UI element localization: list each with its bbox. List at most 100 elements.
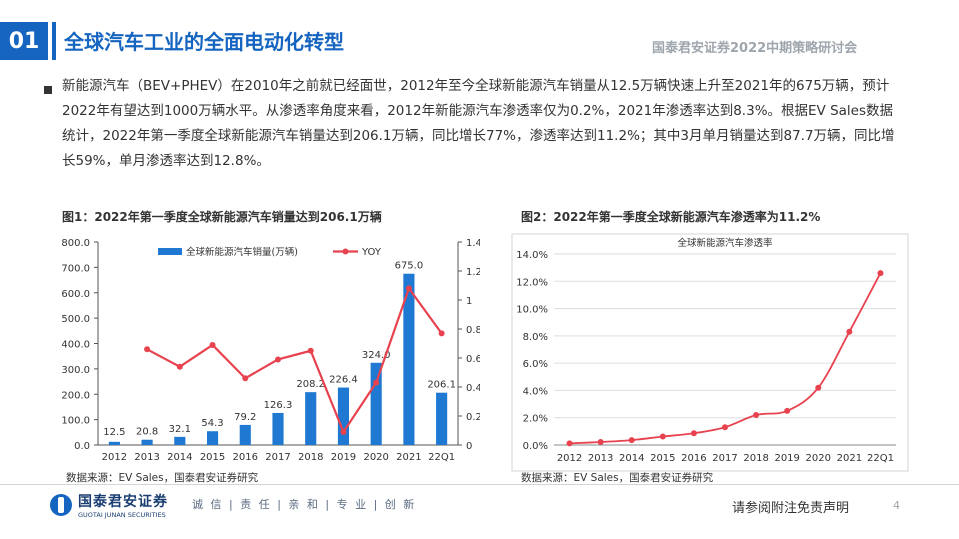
logo-icon xyxy=(50,494,72,516)
conference-name: 国泰君安证券2022中期策略研讨会 xyxy=(652,41,858,56)
company-slogan: 诚 信 | 责 任 | 亲 和 | 专 业 | 创 新 xyxy=(192,498,417,511)
penetration-point xyxy=(597,438,604,445)
x-axis-tick-label: 2021 xyxy=(837,453,862,464)
penetration-point xyxy=(877,270,884,277)
bar xyxy=(305,392,317,445)
bar xyxy=(174,436,186,445)
yoy-point xyxy=(176,363,183,370)
legend-line-marker xyxy=(342,248,349,255)
footer-divider xyxy=(0,484,959,485)
left-axis-tick-label: 800.0 xyxy=(61,238,90,249)
figure2-title: 图2：2022年第一季度全球新能源汽车渗透率为11.2% xyxy=(521,210,821,224)
right-axis-tick-label: 0.6 xyxy=(466,354,480,365)
bar-data-label: 32.1 xyxy=(169,424,191,435)
x-axis-tick-label: 2016 xyxy=(233,452,258,463)
left-axis-tick-label: 0.0 xyxy=(74,441,90,452)
chart-title: 全球新能源汽车渗透率 xyxy=(677,237,773,249)
x-axis-tick-label: 2016 xyxy=(681,453,706,464)
left-axis-tick-label: 400.0 xyxy=(61,340,90,351)
left-axis-tick-label: 100.0 xyxy=(61,416,90,427)
yoy-line xyxy=(146,286,443,435)
body-paragraph: 新能源汽车（BEV+PHEV）在2010年之前就已经面世，2012年至今全球新能… xyxy=(62,78,895,169)
right-axis-tick-label: 0.2 xyxy=(466,412,480,423)
bar xyxy=(370,362,382,445)
x-axis-tick-label: 2015 xyxy=(200,452,225,463)
bar-data-label: 324.0 xyxy=(362,350,391,361)
left-axis-tick-label: 500.0 xyxy=(61,314,90,325)
header-divider xyxy=(52,22,56,60)
y-axis-tick-label: 10.0% xyxy=(516,305,548,316)
bar xyxy=(206,431,219,445)
sales-chart: 0.0 100.0 200.0 300.0 400.0 500.0 600.0 700.0 80… xyxy=(61,238,480,463)
legend-bar-label: 全球新能源汽车销量(万辆) xyxy=(186,246,298,258)
x-axis-tick-label: 2020 xyxy=(363,452,388,463)
yoy-point xyxy=(275,356,281,363)
penetration-point xyxy=(628,437,635,444)
legend-bar-swatch xyxy=(158,248,182,255)
right-axis-tick-label: 1 xyxy=(466,296,472,307)
company-logo: 国泰君安证券 GUOTAI JUNAN SECURITIES xyxy=(50,491,168,519)
y-axis-tick-label: 12.0% xyxy=(516,277,548,288)
section-number: 01 xyxy=(0,22,48,60)
bullet-icon xyxy=(44,86,52,94)
yoy-point xyxy=(438,330,445,337)
left-axis-tick-label: 300.0 xyxy=(61,365,90,376)
left-axis-tick-label: 700.0 xyxy=(61,263,90,274)
left-axis-tick-label: 600.0 xyxy=(61,289,90,300)
x-axis-tick-label: 2018 xyxy=(298,452,323,463)
bar xyxy=(272,412,284,445)
right-axis-tick-label: 0.4 xyxy=(466,383,480,394)
x-axis-tick-label: 2019 xyxy=(331,452,356,463)
yoy-point xyxy=(340,428,347,435)
bar-data-label: 675.0 xyxy=(395,261,424,272)
y-axis-tick-label: 2.0% xyxy=(523,414,548,425)
penetration-chart: 全球新能源汽车渗透率 0.0% 2.0% 4.0% 6.0% 8.0% 10.0% 12.0%… xyxy=(511,233,909,472)
right-axis-tick-label: 1.2 xyxy=(466,267,480,278)
x-axis-tick-label: 2020 xyxy=(806,453,831,464)
yoy-point xyxy=(307,347,314,354)
page-title: 全球汽车工业的全面电动化转型 xyxy=(64,30,344,54)
figure1-title: 图1：2022年第一季度全球新能源汽车销量达到206.1万辆 xyxy=(62,210,382,224)
figure2-source: 数据来源：EV Sales，国泰君安证券研究 xyxy=(521,472,714,484)
x-axis-tick-label: 22Q1 xyxy=(867,453,894,464)
right-axis-tick-label: 0.8 xyxy=(466,325,480,336)
penetration-point xyxy=(753,411,760,418)
bar xyxy=(108,441,120,445)
disclaimer-link[interactable]: 请参阅附注免责声明 xyxy=(732,501,850,516)
y-axis-tick-label: 14.0% xyxy=(516,250,548,261)
logo-name-cn: 国泰君安证券 xyxy=(78,494,168,510)
x-axis-tick-label: 2012 xyxy=(557,453,582,464)
y-axis-tick-label: 8.0% xyxy=(523,332,548,343)
bar-data-label: 12.5 xyxy=(103,427,125,438)
bar-data-label: 126.3 xyxy=(264,400,293,411)
bar-data-label: 226.4 xyxy=(329,375,358,386)
right-axis-tick-label: 1.4 xyxy=(466,238,480,249)
bar-data-label: 54.3 xyxy=(201,418,223,429)
yoy-point xyxy=(405,285,412,292)
bar-data-label: 20.8 xyxy=(136,427,158,438)
logo-name-en: GUOTAI JUNAN SECURITIES xyxy=(78,511,166,519)
bar xyxy=(239,424,251,445)
y-axis-tick-label: 0.0% xyxy=(523,441,548,452)
bar-data-label: 208.2 xyxy=(296,379,325,390)
page-number: 4 xyxy=(893,499,900,512)
x-axis-tick-label: 22Q1 xyxy=(428,452,455,463)
penetration-point xyxy=(566,440,573,447)
penetration-point xyxy=(784,407,791,414)
bar xyxy=(436,392,448,445)
chart-frame xyxy=(511,233,909,472)
x-axis-tick-label: 2018 xyxy=(743,453,768,464)
x-axis-tick-label: 2013 xyxy=(588,453,613,464)
penetration-point xyxy=(846,328,853,335)
yoy-point xyxy=(242,375,249,382)
penetration-point xyxy=(690,430,697,437)
bar xyxy=(141,439,153,445)
bar-data-label: 206.1 xyxy=(427,380,456,391)
right-axis-tick-label: 0 xyxy=(466,441,472,452)
x-axis-tick-label: 2014 xyxy=(167,452,192,463)
penetration-point xyxy=(659,433,666,440)
x-axis-tick-label: 2021 xyxy=(396,452,421,463)
bar xyxy=(403,273,415,445)
bar xyxy=(337,387,350,445)
y-axis-tick-label: 4.0% xyxy=(523,386,548,397)
